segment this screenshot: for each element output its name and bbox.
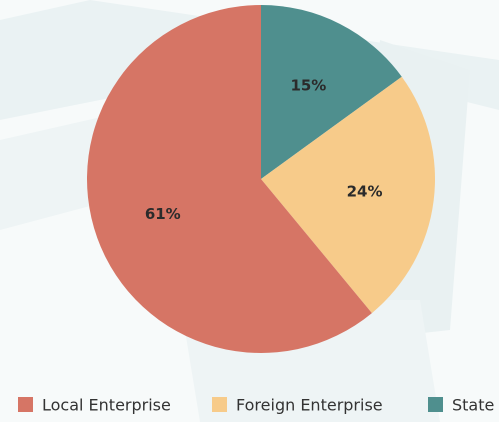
pie-slice bbox=[86, 5, 372, 353]
legend-label: Foreign Enterprise bbox=[236, 396, 383, 415]
legend-label: Local Enterprise bbox=[42, 396, 171, 415]
legend: Local Enterprise Foreign Enterprise State bbox=[18, 396, 494, 415]
pie: 15% 24% 61% bbox=[86, 5, 435, 353]
pie-slice bbox=[261, 76, 435, 314]
legend-swatch bbox=[428, 397, 443, 412]
data-label: 24% bbox=[347, 183, 383, 201]
legend-swatch bbox=[212, 397, 227, 412]
pie-slice bbox=[261, 5, 402, 179]
legend-swatch bbox=[18, 397, 33, 412]
data-label: 15% bbox=[290, 76, 326, 94]
legend-label: State bbox=[452, 396, 494, 415]
data-label: 61% bbox=[145, 205, 181, 223]
